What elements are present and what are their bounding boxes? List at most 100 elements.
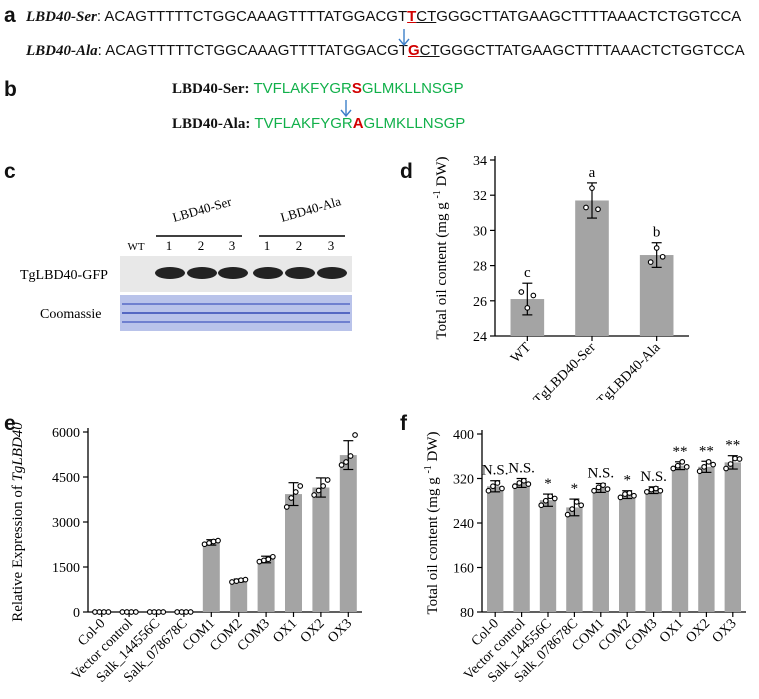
significance-label: a	[589, 165, 596, 181]
data-point	[701, 463, 708, 470]
data-point	[292, 489, 299, 495]
panel-label-c: c	[4, 160, 16, 183]
significance-label: *	[571, 481, 579, 497]
y-tick-label: 28	[473, 260, 487, 275]
y-axis-label: Relative Expression of TgLBD40	[10, 422, 26, 622]
y-tick-label: 32	[473, 189, 487, 204]
data-point	[128, 609, 135, 615]
coomassie-bands	[122, 303, 350, 323]
data-point	[288, 495, 295, 501]
x-tick-label: OX1	[657, 616, 687, 646]
lane-label: WT	[127, 241, 144, 253]
data-point	[490, 483, 496, 490]
data-point	[516, 480, 523, 486]
sequence-name: LBD40-Ala	[26, 43, 98, 59]
mutated-residue: A	[352, 115, 364, 132]
data-point	[644, 488, 650, 495]
y-tick-label: 3000	[52, 516, 80, 531]
data-point	[160, 609, 167, 615]
significance-label: *	[544, 476, 552, 492]
y-tick-label: 30	[473, 224, 487, 239]
western-blot: LBD40-Ser LBD40-Ala WT 1 2 3 1 2 3 TgLBD…	[20, 193, 352, 331]
data-point	[647, 259, 654, 265]
chart-d-oil-content: 24 26 28 30 32 34 c WT a TgLBD40-Ser b TgLBD40-Ala T…	[432, 154, 689, 400]
mutated-base: T	[407, 8, 417, 25]
data-point	[238, 577, 244, 584]
mutated-residue: S	[351, 80, 362, 97]
data-point	[595, 484, 602, 491]
data-point	[653, 485, 659, 492]
peptide-right: GLMKLLNSGP	[361, 80, 464, 97]
data-point	[659, 253, 666, 260]
codon-rest: CT	[419, 42, 440, 59]
blot-group-label: LBD40-Ala	[279, 193, 343, 225]
bar	[285, 494, 302, 612]
data-point	[626, 490, 633, 496]
lane-label: 3	[328, 238, 335, 253]
data-point	[547, 493, 554, 500]
data-point	[525, 481, 532, 487]
lane-label: 1	[264, 238, 271, 253]
data-point	[530, 292, 537, 299]
peptide-left: TVFLAKFYGR	[254, 115, 353, 132]
y-tick-label: 1500	[52, 561, 80, 576]
data-point	[151, 609, 158, 615]
data-point	[710, 461, 717, 468]
data-point	[595, 206, 601, 213]
data-point	[494, 480, 501, 486]
bar	[575, 200, 609, 336]
data-point	[265, 556, 272, 563]
data-point	[119, 609, 126, 615]
peptide-left: TVFLAKFYGR	[253, 80, 352, 97]
data-point	[174, 609, 180, 615]
data-point	[338, 462, 345, 468]
x-tick-label: OX3	[325, 616, 355, 646]
panel-label-f: f	[400, 412, 407, 435]
data-point	[92, 609, 98, 615]
x-tick-label: OX1	[270, 616, 300, 646]
data-point	[723, 465, 729, 472]
data-point	[352, 432, 358, 438]
data-point	[297, 483, 304, 489]
bar	[619, 494, 636, 612]
bar	[724, 462, 741, 612]
data-point	[233, 578, 240, 584]
sequence-row-ala: LBD40-Ala: ACAGTTTTTCTGGCAAAGTTTTATGGACG…	[26, 42, 745, 59]
y-axis-label: Total oil content (mg g -1 DW)	[432, 156, 450, 339]
bar	[487, 486, 504, 612]
data-point	[155, 609, 162, 615]
codon-rest: CT	[416, 8, 437, 25]
significance-label: b	[653, 225, 661, 241]
significance-label: c	[524, 265, 531, 281]
significance-label: **	[725, 438, 740, 454]
data-point	[564, 511, 571, 518]
data-point	[256, 558, 263, 565]
data-point	[653, 245, 660, 251]
data-point	[96, 609, 103, 615]
data-point	[311, 492, 318, 498]
residue-arrow-icon	[340, 100, 352, 118]
y-tick-label: 6000	[52, 426, 80, 441]
bar	[566, 507, 583, 612]
bar	[592, 487, 609, 612]
x-tick-label: OX3	[710, 616, 740, 646]
data-point	[347, 453, 354, 459]
panel-label-e: e	[4, 412, 16, 435]
data-point	[183, 609, 189, 615]
y-tick-label: 80	[460, 606, 474, 621]
sequence-right: GGGCTTATGAAGCTTTTAAACTCTGGTCCA	[439, 42, 745, 59]
lane-label: 2	[296, 238, 303, 253]
data-point	[146, 609, 153, 615]
significance-label: **	[673, 444, 688, 460]
x-tick-label: TgLBD40-Ala	[595, 340, 664, 400]
data-point	[242, 576, 249, 583]
bar	[257, 559, 275, 612]
data-point	[631, 492, 637, 499]
data-point	[315, 487, 322, 494]
data-point	[705, 458, 712, 465]
data-point	[551, 495, 558, 502]
data-point	[206, 540, 212, 546]
y-tick-label: 34	[473, 154, 487, 169]
gfp-bands	[155, 267, 347, 279]
